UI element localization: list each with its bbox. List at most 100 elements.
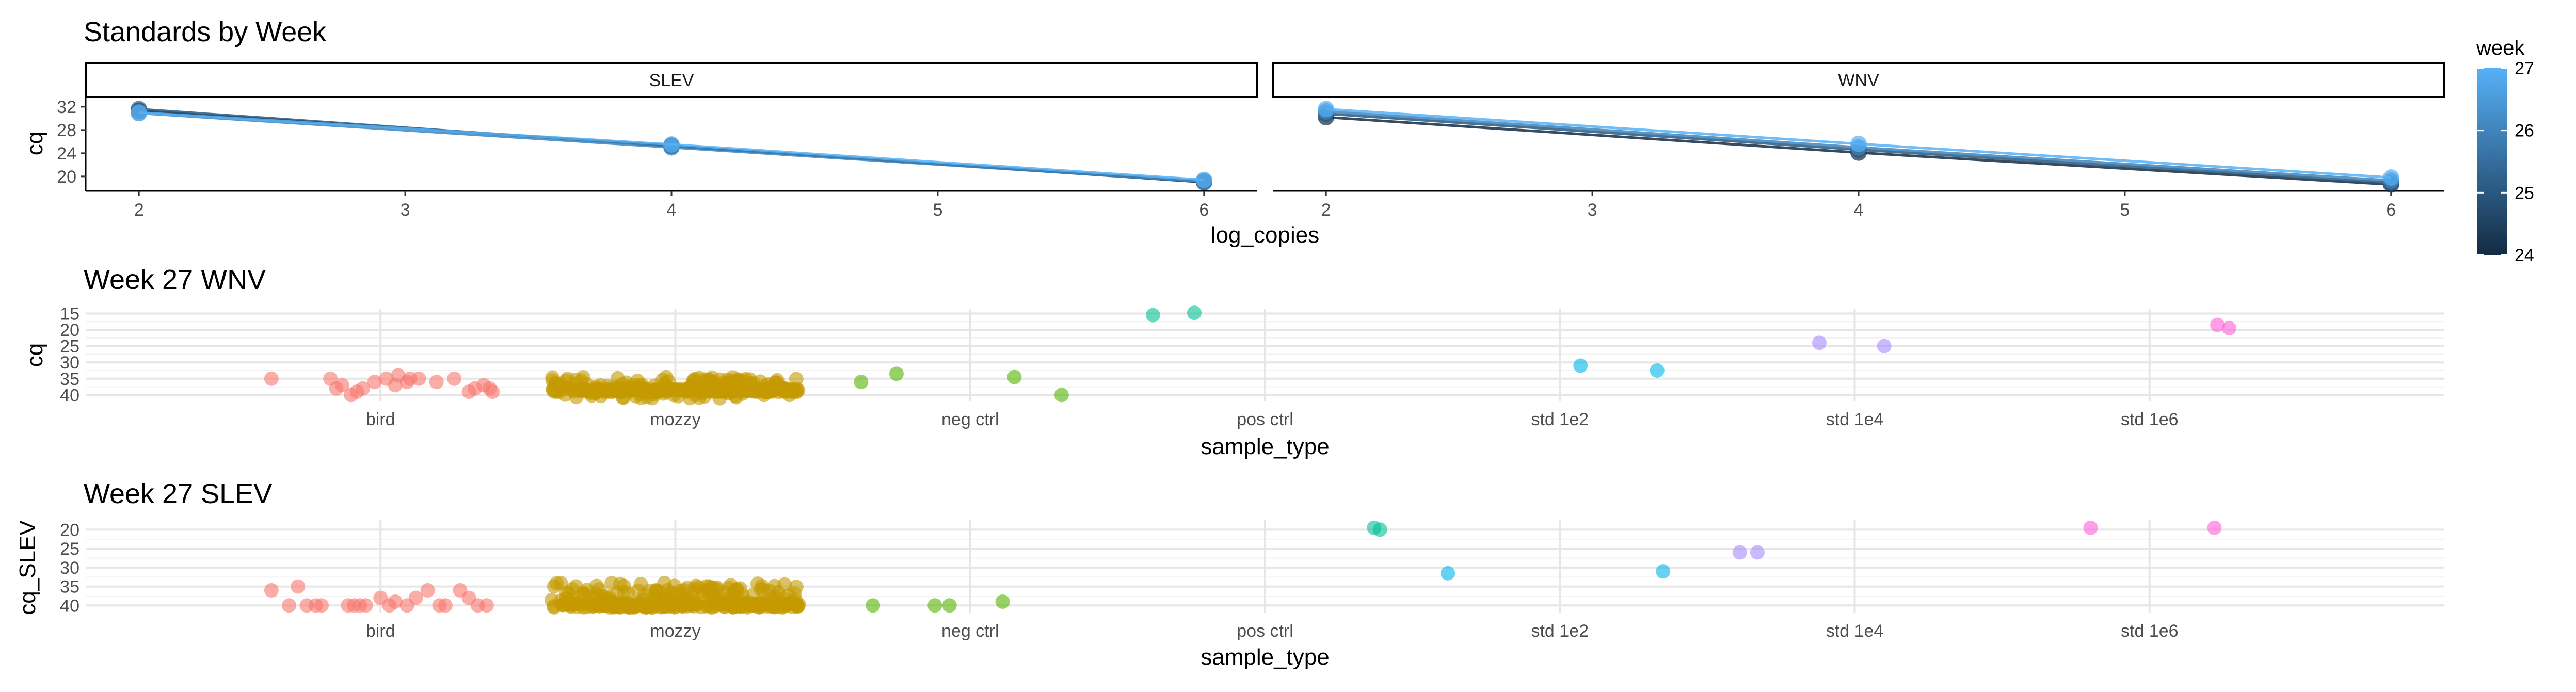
slev-x-axis-title: sample_type — [1201, 645, 1329, 670]
point-mozzy — [791, 599, 806, 614]
wnv-gridlines — [86, 309, 2444, 401]
point-bird — [482, 381, 497, 396]
wnv-points — [264, 305, 2236, 406]
point-mozzy — [544, 592, 559, 607]
y-tick-label: 25 — [60, 539, 79, 559]
point-bird — [264, 371, 279, 386]
standards-y-axis-title: cq — [22, 132, 47, 155]
legend-title: week — [2476, 37, 2525, 59]
point-std-1e2 — [1441, 566, 1455, 581]
x-tick-label: bird — [366, 410, 395, 429]
x-tick-label: 2 — [134, 200, 144, 220]
x-tick-label: std 1e6 — [2121, 621, 2179, 641]
point-mozzy — [774, 599, 789, 614]
data-point-week-27 — [131, 104, 148, 121]
x-tick-label: std 1e4 — [1826, 410, 1884, 429]
point-bird — [429, 375, 444, 390]
y-tick-label: 24 — [57, 144, 76, 164]
point-mozzy — [564, 381, 579, 396]
point-bird — [264, 583, 279, 598]
x-tick-label: 6 — [2386, 200, 2396, 220]
point-neg-ctrl — [927, 598, 942, 613]
point-mozzy — [622, 383, 637, 398]
y-tick-label: 20 — [57, 167, 76, 187]
point-mozzy — [593, 378, 608, 393]
point-mozzy — [761, 377, 776, 392]
y-tick-label: 20 — [60, 320, 79, 340]
point-mozzy — [750, 576, 765, 591]
point-std-1e6 — [2083, 520, 2098, 535]
point-bird — [447, 371, 462, 386]
point-bird — [349, 384, 364, 399]
point-mozzy — [701, 585, 716, 600]
point-mozzy — [584, 388, 599, 403]
point-bird — [388, 594, 403, 609]
standards-y-ticks: 20 24 28 32 — [57, 98, 86, 187]
data-point-week-27 — [2382, 169, 2399, 186]
x-tick-label: 5 — [933, 200, 942, 220]
point-mozzy — [692, 390, 707, 405]
data-point-week-27 — [1195, 171, 1212, 188]
y-tick-label: 15 — [60, 304, 79, 324]
y-tick-label: 40 — [60, 385, 79, 405]
point-mozzy — [707, 375, 722, 390]
point-bird — [403, 371, 418, 386]
x-tick-label: std 1e6 — [2121, 410, 2179, 429]
point-std-1e4 — [1812, 335, 1827, 350]
x-tick-label: bird — [366, 621, 395, 641]
point-std-1e2 — [1573, 358, 1588, 373]
point-mozzy — [648, 584, 663, 599]
point-mozzy — [741, 381, 756, 396]
y-tick-label: 35 — [60, 369, 79, 389]
x-tick-label: std 1e4 — [1826, 621, 1884, 641]
point-pos-ctrl — [1145, 308, 1160, 323]
data-point-week-27 — [663, 136, 680, 153]
point-bird — [461, 384, 476, 399]
standards-chart-title: Standards by Week — [84, 17, 327, 47]
point-std-1e6 — [2207, 520, 2222, 535]
point-bird — [314, 598, 329, 613]
point-mozzy — [745, 587, 760, 602]
point-neg-ctrl — [942, 598, 957, 613]
legend-tick-label: 24 — [2515, 246, 2534, 265]
point-neg-ctrl — [889, 366, 904, 381]
x-tick-label: 2 — [1321, 200, 1331, 220]
point-mozzy — [755, 597, 770, 612]
point-std-1e4 — [1732, 545, 1747, 560]
point-mozzy — [612, 600, 627, 615]
point-mozzy — [726, 600, 741, 615]
point-neg-ctrl — [1054, 388, 1069, 403]
y-tick-label: 30 — [60, 558, 79, 578]
point-mozzy — [677, 583, 692, 598]
slev-chart-title: Week 27 SLEV — [84, 478, 272, 509]
x-tick-label: 3 — [1588, 200, 1597, 220]
point-bird — [420, 583, 435, 598]
point-bird — [408, 590, 423, 605]
x-tick-label: 4 — [667, 200, 677, 220]
strip-slev — [85, 62, 1258, 98]
point-neg-ctrl — [854, 375, 869, 390]
point-std-1e4 — [1877, 339, 1892, 353]
standards-x-axis-title: log_copies — [1211, 222, 1319, 248]
x-tick-label: std 1e2 — [1531, 621, 1589, 641]
point-mozzy — [680, 597, 695, 612]
data-point-week-27 — [1318, 101, 1335, 118]
point-mozzy — [729, 582, 744, 597]
point-mozzy — [767, 578, 782, 593]
point-neg-ctrl — [995, 594, 1010, 609]
point-mozzy — [776, 381, 791, 396]
x-tick-label: neg ctrl — [941, 410, 999, 429]
point-mozzy — [787, 382, 802, 397]
point-mozzy — [643, 598, 658, 613]
legend-colorbar — [2477, 68, 2507, 255]
point-mozzy — [648, 383, 663, 398]
point-bird — [367, 375, 382, 390]
point-mozzy — [664, 586, 679, 601]
x-tick-label: neg ctrl — [941, 621, 999, 641]
